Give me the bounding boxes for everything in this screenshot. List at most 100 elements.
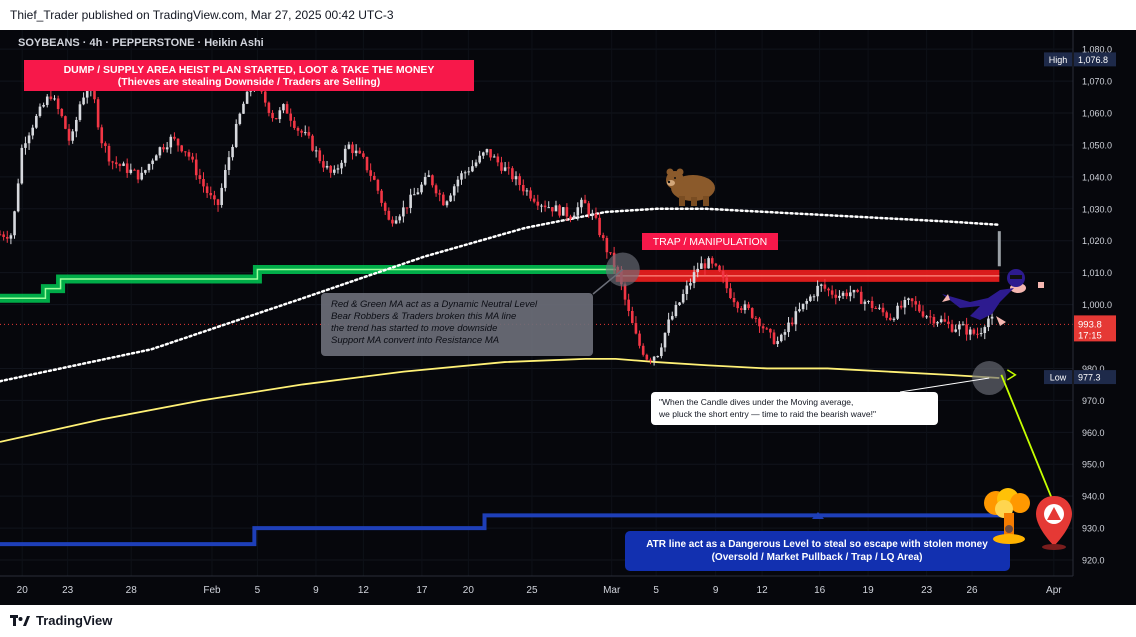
candle-up: [525, 188, 529, 196]
candle-down: [191, 152, 194, 163]
candle-down: [765, 326, 769, 330]
candle-up: [787, 317, 790, 337]
candle-down: [558, 204, 561, 218]
candle-down: [601, 232, 605, 241]
candle-down: [296, 126, 300, 136]
candle-down: [769, 328, 772, 339]
candle-down: [5, 230, 9, 243]
location-pin-icon: [1036, 496, 1072, 550]
candle-down: [216, 198, 220, 212]
candle-up: [892, 317, 896, 322]
candle-up: [234, 119, 238, 149]
candle-up: [122, 161, 125, 167]
candle-down: [899, 300, 903, 310]
price-tick-label: 960.0: [1082, 428, 1105, 438]
publisher-line: Thief_Trader published on TradingView.co…: [10, 8, 394, 22]
candle-up: [936, 321, 939, 327]
candle-up: [816, 280, 819, 302]
candle-down: [703, 258, 707, 276]
atr-note: ATR line act as a Dangerous Level to ste…: [625, 531, 1010, 571]
candle-down: [718, 264, 721, 272]
time-tick-label: Apr: [1046, 585, 1062, 596]
candle-down: [740, 305, 743, 314]
candle-up: [812, 294, 816, 301]
candle-down: [351, 141, 354, 160]
time-axis-ticks[interactable]: 20 23 28 Feb 5 9 12 17 20 25 Mar 5 9 12 16 19 23 26 Apr: [17, 585, 1063, 596]
candle-up: [420, 182, 423, 195]
candle-down: [645, 353, 649, 361]
candle-up: [38, 103, 42, 118]
candle-up: [896, 302, 899, 320]
candle-down: [176, 138, 180, 152]
candle-down: [609, 252, 612, 255]
candle-down: [205, 182, 209, 198]
ma-note-line1: Red & Green MA act as a Dynamic Neutral …: [331, 299, 538, 310]
trap-label: TRAP / MANIPULATION: [642, 233, 778, 250]
lime-arrow: [1000, 374, 1056, 507]
candle-up: [805, 298, 809, 310]
candle-down: [125, 158, 129, 178]
candle-down: [950, 319, 954, 333]
candle-up: [696, 262, 700, 278]
time-tick-label: 25: [526, 585, 538, 596]
quote-box: "When the Candle dives under the Moving …: [651, 392, 938, 425]
candle-down: [387, 207, 391, 221]
candle-up: [979, 327, 983, 337]
price-tick-label: 1,020.0: [1082, 236, 1112, 246]
candle-down: [714, 262, 718, 268]
price-tick-label: 930.0: [1082, 524, 1105, 534]
time-tick-label: 23: [62, 585, 74, 596]
candle-down: [529, 187, 532, 202]
candle-up: [652, 355, 656, 366]
quote-connector: [899, 377, 990, 393]
time-tick-label: 5: [653, 585, 659, 596]
ma-note-line3: the trend has started to move downside: [331, 323, 497, 334]
candle-down: [49, 90, 53, 101]
candle-up: [223, 164, 227, 192]
footer: TradingView: [0, 605, 1136, 637]
chart-area[interactable]: 1,080.0 1,070.0 1,060.0 1,050.0 1,040.0 1,030…: [0, 30, 1136, 605]
candle-down: [565, 203, 569, 221]
price-chart[interactable]: 1,080.0 1,070.0 1,060.0 1,050.0 1,040.0 1,030…: [0, 30, 1136, 605]
candle-down: [627, 293, 630, 317]
price-labels: High 1,076.8 993.817:15 Low 977.3: [1044, 52, 1116, 385]
candle-down: [107, 143, 111, 166]
candle-down: [329, 165, 332, 178]
time-tick-label: Mar: [603, 585, 621, 596]
candle-down: [827, 287, 830, 297]
candle-down: [0, 230, 2, 236]
candle-up: [129, 163, 133, 175]
candle-up: [354, 144, 358, 157]
candle-up: [838, 290, 841, 301]
tradingview-logo[interactable]: TradingView: [10, 613, 112, 628]
candle-down: [202, 172, 205, 193]
candle-down: [536, 194, 540, 210]
candle-up: [663, 332, 667, 352]
candle-down: [518, 173, 521, 191]
candle-up: [674, 301, 678, 318]
quote-line1: "When the Candle dives under the Moving …: [659, 397, 853, 407]
candle-down: [976, 327, 979, 339]
candle-up: [35, 113, 38, 129]
price-tick-label: 1,060.0: [1082, 109, 1112, 119]
candle-down: [307, 126, 311, 139]
candle-down: [874, 306, 878, 310]
candle-down: [551, 207, 554, 217]
candle-down: [104, 141, 107, 153]
candle-down: [271, 110, 274, 122]
candle-down: [914, 296, 918, 311]
candle-up: [907, 297, 910, 305]
ma-note-line2: Bear Robbers & Traders broken this MA li…: [331, 311, 516, 322]
candle-up: [743, 300, 747, 314]
candle-down: [947, 315, 950, 329]
candle-down: [845, 289, 848, 300]
candle-up: [27, 132, 31, 150]
candle-up: [427, 170, 431, 178]
candle-down: [194, 153, 198, 180]
candle-down: [496, 153, 500, 167]
trap-label-text: TRAP / MANIPULATION: [653, 236, 768, 248]
candle-down: [184, 151, 187, 157]
candle-down: [438, 189, 441, 202]
ma-note: Red & Green MA act as a Dynamic Neutral …: [321, 293, 593, 356]
candle-down: [118, 163, 122, 172]
